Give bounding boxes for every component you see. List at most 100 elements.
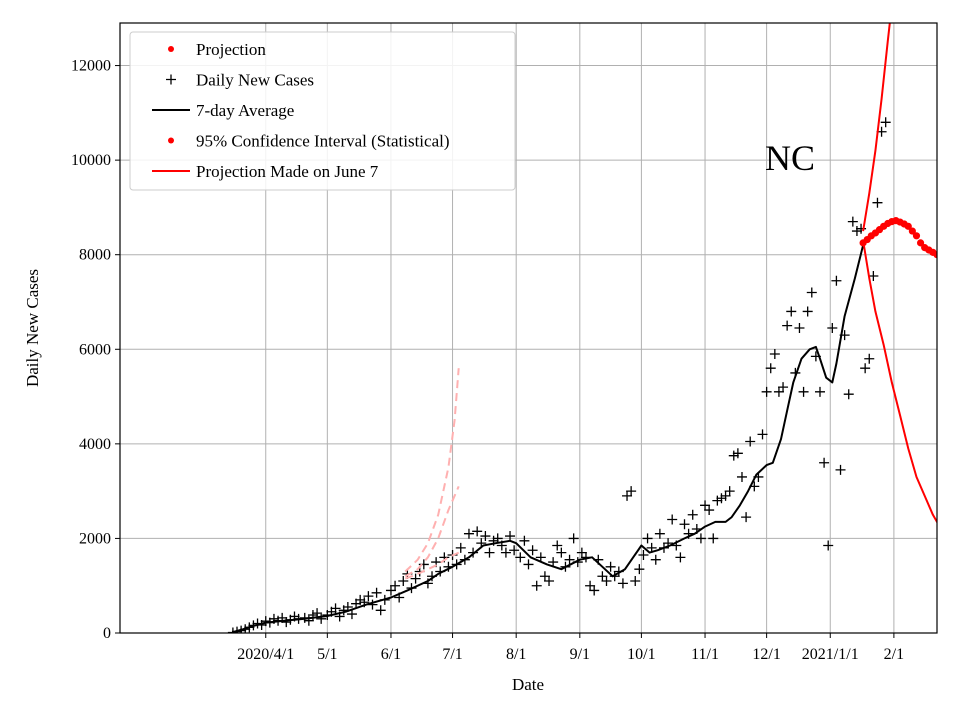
- data-point: [695, 533, 706, 544]
- data-point: [851, 226, 862, 237]
- projection-point: [942, 253, 949, 260]
- data-point: [609, 571, 620, 582]
- y-tick-label: 12000: [71, 58, 111, 75]
- projection-made-on-june-7-line: [404, 551, 460, 580]
- data-point: [749, 481, 760, 492]
- data-point: [831, 275, 842, 286]
- data-point: [687, 509, 698, 520]
- data-point: [394, 592, 405, 603]
- data-point: [398, 575, 409, 586]
- data-point: [252, 618, 263, 629]
- data-point: [544, 575, 555, 586]
- data-point: [778, 382, 789, 393]
- data-point: [786, 306, 797, 317]
- data-point: [548, 557, 559, 568]
- legend-marker-daily-new-cases: [166, 74, 176, 85]
- data-point: [839, 330, 850, 341]
- data-point: [564, 554, 575, 565]
- data-point: [355, 594, 366, 605]
- data-point: [556, 547, 567, 558]
- data-point: [568, 533, 579, 544]
- data-point: [847, 216, 858, 227]
- data-point: [613, 566, 624, 577]
- data-point: [496, 540, 507, 551]
- data-point: [638, 549, 649, 560]
- data-point: [316, 613, 327, 624]
- data-point: [622, 490, 633, 501]
- data-point: [330, 603, 341, 614]
- data-point: [720, 490, 731, 501]
- data-point: [765, 363, 776, 374]
- data-point: [519, 535, 530, 546]
- x-tick-label: 10/1: [627, 646, 655, 663]
- data-point: [371, 587, 382, 598]
- data-point: [277, 612, 288, 623]
- data-point: [728, 450, 739, 461]
- data-point: [523, 559, 534, 570]
- data-point: [375, 605, 386, 616]
- data-point: [646, 542, 657, 553]
- y-axis-label: Daily New Cases: [23, 269, 42, 387]
- data-point: [872, 197, 883, 208]
- data-point: [712, 495, 723, 506]
- data-point: [342, 601, 353, 612]
- data-point: [868, 270, 879, 281]
- legend-label-95-confidence-interval-statistical: 95% Confidence Interval (Statistical): [196, 132, 450, 151]
- data-point: [782, 320, 793, 331]
- legend-label-projection: Projection: [196, 40, 266, 59]
- data-point: [626, 486, 637, 497]
- data-point: [576, 547, 587, 558]
- data-point: [552, 540, 563, 551]
- data-point: [679, 519, 690, 530]
- x-tick-label: 6/1: [381, 646, 401, 663]
- data-point: [281, 617, 292, 628]
- data-point: [472, 526, 483, 537]
- 7-day-average-line: [232, 244, 865, 633]
- data-point: [268, 613, 279, 624]
- plot-frame: [119, 22, 938, 634]
- data-point: [671, 540, 682, 551]
- data-point: [683, 528, 694, 539]
- x-tick-label: 2021/1/1: [802, 646, 859, 663]
- data-point: [293, 613, 304, 624]
- data-point: [509, 545, 520, 556]
- data-point: [572, 557, 583, 568]
- x-tick-label: 2020/4/1: [237, 646, 294, 663]
- data-point: [312, 608, 323, 619]
- data-point: [654, 528, 665, 539]
- projection-point: [904, 222, 912, 230]
- data-point: [500, 547, 511, 558]
- tick-layer: 2020/4/1 5/1 6/1 7/1 8/1 9/1 10/1 11/1 12/1 2021/…: [71, 58, 904, 663]
- data-point: [476, 538, 487, 549]
- data-point: [790, 367, 801, 378]
- data-point: [435, 566, 446, 577]
- data-point: [630, 575, 641, 586]
- x-tick-label: 11/1: [691, 646, 719, 663]
- data-point: [593, 554, 604, 565]
- x-tick-label: 9/1: [570, 646, 590, 663]
- data-point: [515, 552, 526, 563]
- data-point: [232, 626, 243, 633]
- projection-point: [950, 261, 957, 268]
- projection-point: [954, 265, 960, 272]
- data-point: [363, 591, 374, 602]
- data-point: [806, 287, 817, 298]
- data-point: [704, 505, 715, 516]
- data-layer: [227, 23, 960, 633]
- data-point: [745, 436, 756, 447]
- data-point: [580, 552, 591, 563]
- data-point: [663, 538, 674, 549]
- x-tick-label: 5/1: [317, 646, 337, 663]
- data-point: [880, 117, 891, 128]
- data-point: [531, 580, 542, 591]
- data-point: [535, 552, 546, 563]
- legend-marker-projection: [168, 46, 174, 52]
- data-point: [716, 493, 727, 504]
- data-point: [427, 571, 438, 582]
- data-point: [617, 578, 628, 589]
- x-tick-label: 8/1: [506, 646, 526, 663]
- data-point: [753, 471, 764, 482]
- data-point: [468, 547, 479, 558]
- data-point: [527, 545, 538, 556]
- legend-items: Projection Daily New Cases 7-day Average 95…: [152, 40, 450, 181]
